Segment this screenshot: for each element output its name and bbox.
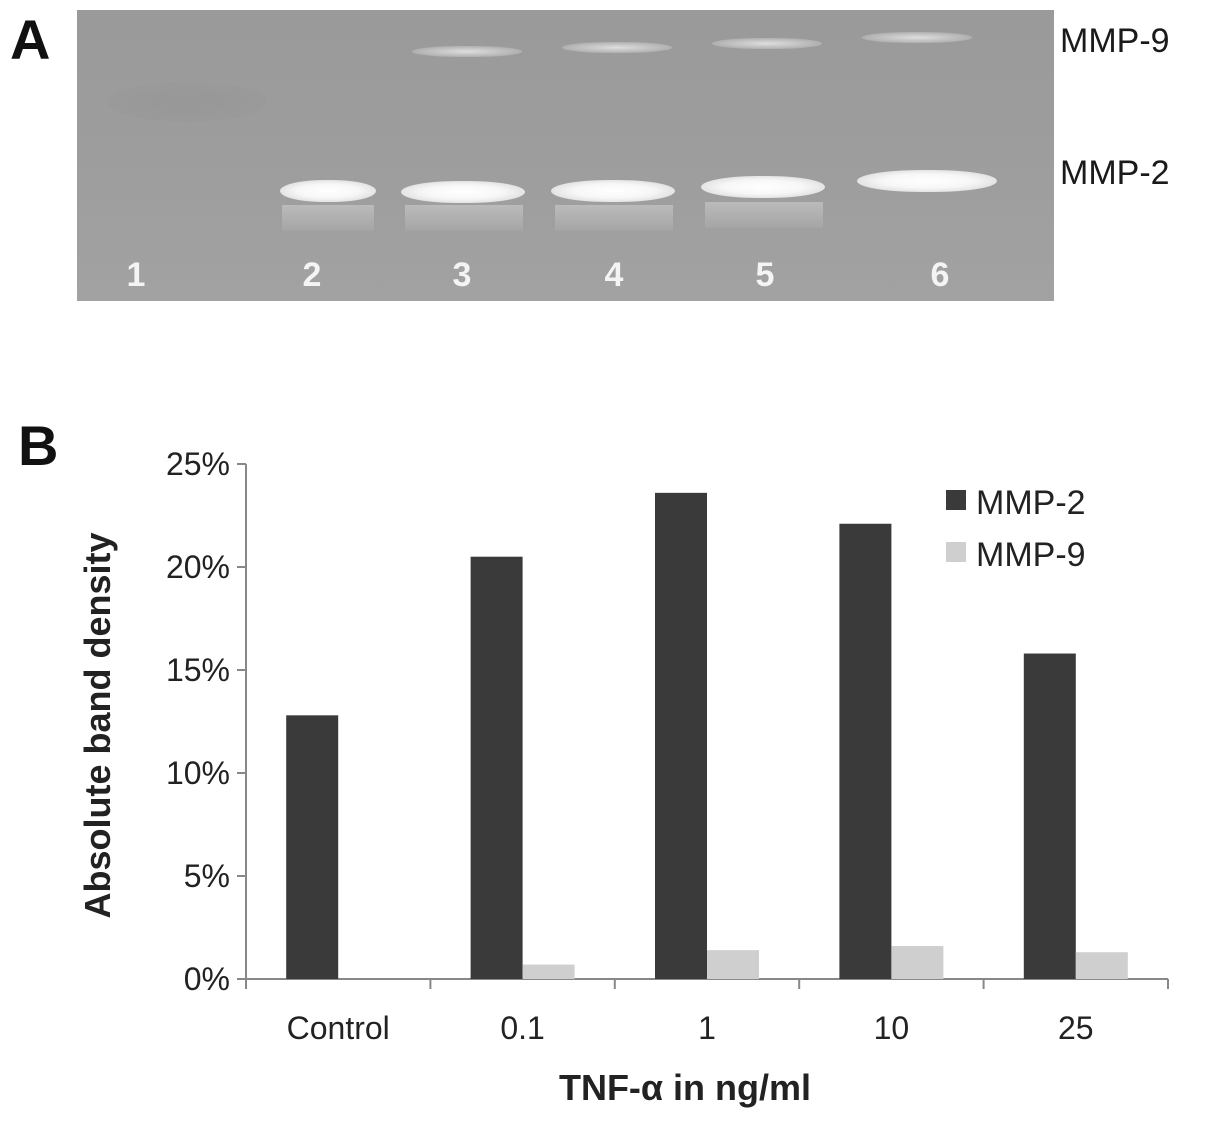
bar-mmp-2 xyxy=(839,523,892,979)
panel-a-label: A xyxy=(10,8,51,71)
legend-swatch xyxy=(946,542,966,562)
lane-number-5: 5 xyxy=(755,256,775,294)
lane-5-mmp9-band xyxy=(712,38,822,49)
mmp2-band-label: MMP-2 xyxy=(1060,154,1170,192)
x-tick-label: 0.1 xyxy=(500,1010,544,1046)
lane-3-lower-smear xyxy=(405,205,523,231)
x-tick-label: 25 xyxy=(1058,1010,1094,1046)
y-tick-label: 15% xyxy=(166,652,230,688)
lane-4-lower-smear xyxy=(555,205,673,231)
y-axis-title: Absolute band density xyxy=(77,532,118,918)
mmp9-band-label: MMP-9 xyxy=(1060,22,1170,60)
legend-label: MMP-2 xyxy=(976,484,1086,522)
lane-3-mmp2-band xyxy=(401,181,525,203)
lane-number-1: 1 xyxy=(126,256,146,294)
bar-mmp-2 xyxy=(655,492,707,979)
lane-4-mmp2-band xyxy=(551,180,675,202)
lane-5-mmp2-band xyxy=(701,176,825,198)
lane-2-mmp2-band xyxy=(280,180,376,202)
panel-b-label: B xyxy=(18,414,59,477)
lane-6-mmp2-band xyxy=(857,170,997,192)
legend-label: MMP-9 xyxy=(976,536,1086,574)
y-tick-label: 10% xyxy=(166,755,230,791)
y-tick-label: 5% xyxy=(184,858,230,894)
lane-2-lower-smear xyxy=(282,205,374,231)
y-tick-label: 20% xyxy=(166,549,230,585)
lane-number-4: 4 xyxy=(604,256,624,294)
bar-mmp-9 xyxy=(707,950,759,979)
lane-number-3: 3 xyxy=(452,256,472,294)
lane-5-lower-smear xyxy=(705,202,823,228)
lane-1-smear xyxy=(107,82,267,122)
zymography-gel-image: 1 2 3 4 5 6 xyxy=(77,10,1054,301)
lane-4-mmp9-band xyxy=(562,42,672,53)
bar-mmp-2 xyxy=(1023,653,1076,979)
bar-mmp-9 xyxy=(522,964,575,979)
bar-mmp-2 xyxy=(286,715,339,979)
bar-mmp-9 xyxy=(891,946,944,979)
x-tick-label: Control xyxy=(287,1010,390,1046)
bar-mmp-2 xyxy=(470,556,523,979)
lane-number-2: 2 xyxy=(302,256,322,294)
bar-mmp-9 xyxy=(1075,952,1128,979)
x-tick-label: 1 xyxy=(698,1010,716,1046)
legend-swatch xyxy=(946,490,966,510)
y-tick-label: 0% xyxy=(184,961,230,997)
y-tick-label: 25% xyxy=(166,446,230,482)
lane-6-mmp9-band xyxy=(862,32,972,43)
x-axis-title: TNF-α in ng/ml xyxy=(559,1067,811,1108)
x-tick-label: 10 xyxy=(874,1010,910,1046)
lane-number-6: 6 xyxy=(930,256,950,294)
lane-3-mmp9-band xyxy=(412,46,522,57)
